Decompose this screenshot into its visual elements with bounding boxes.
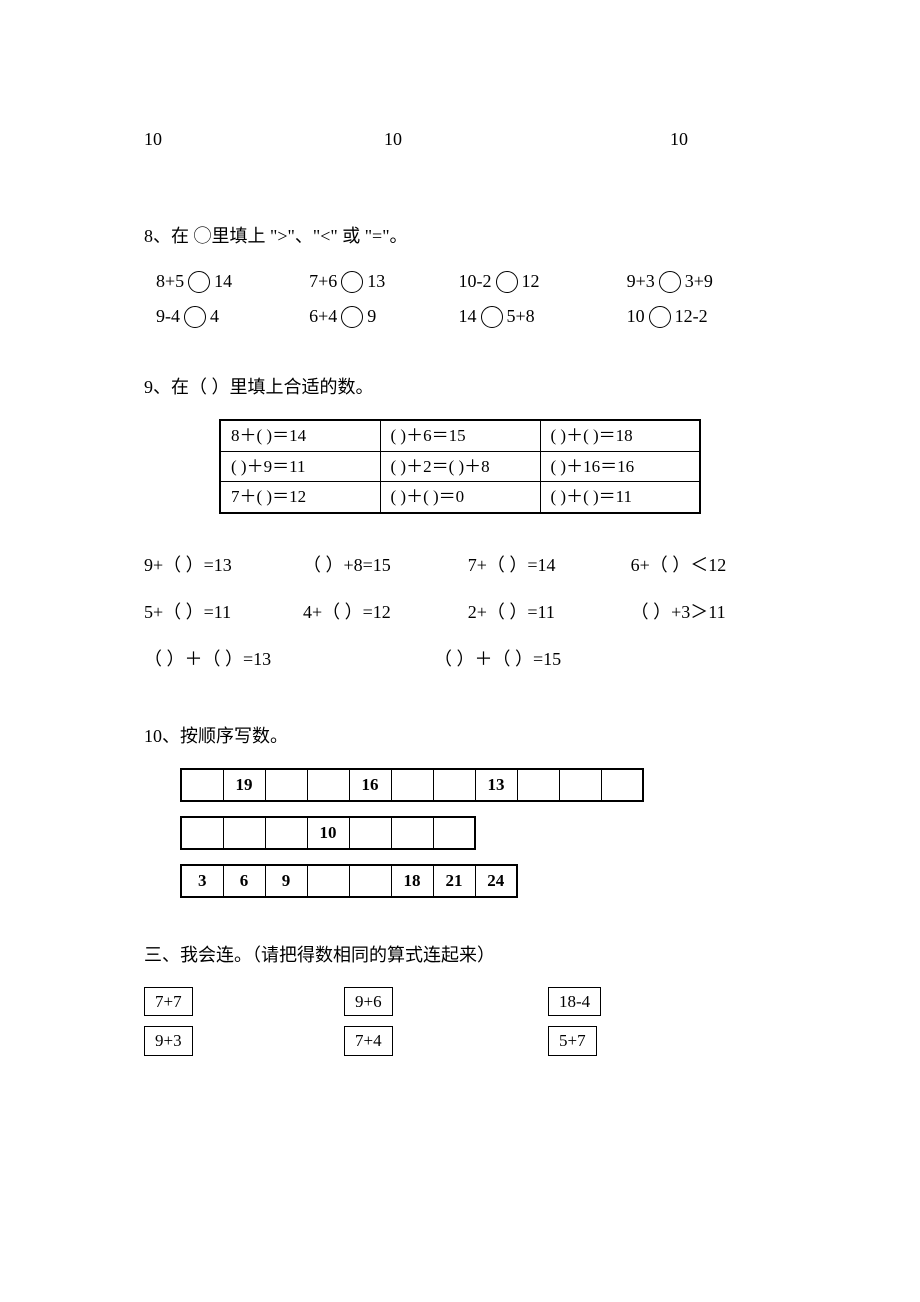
q9-cell[interactable]: ( )＋6＝15 xyxy=(380,420,540,451)
q9-cell[interactable]: 7＋( )＝12 xyxy=(220,482,380,513)
q3-heading: 三、我会连。（请把得数相同的算式连起来） xyxy=(144,942,776,969)
seq-cell[interactable]: 10 xyxy=(307,817,349,849)
table-row: 19 16 13 xyxy=(181,769,643,801)
seq-cell[interactable] xyxy=(391,817,433,849)
q9-eq[interactable]: 4+（ ）=12 xyxy=(303,599,468,626)
seq-cell[interactable] xyxy=(181,769,223,801)
compare-circle[interactable] xyxy=(184,306,206,328)
q8-r2-c1: 9-4 4 xyxy=(156,303,309,330)
q3-row1: 7+7 9+6 18-4 xyxy=(144,987,776,1017)
table-row: 3 6 9 18 21 24 xyxy=(181,865,517,897)
seq-cell[interactable] xyxy=(181,817,223,849)
q9-eq[interactable]: 2+（ ）=11 xyxy=(468,599,631,626)
q9-eq[interactable]: 7+（ ）=14 xyxy=(468,552,631,579)
table-row: 8＋( )＝14 ( )＋6＝15 ( )＋( )＝18 xyxy=(220,420,700,451)
seq-cell[interactable]: 6 xyxy=(223,865,265,897)
seq-cell[interactable] xyxy=(517,769,559,801)
q8-r2-c2: 6+4 9 xyxy=(309,303,458,330)
q10-tables: 19 16 13 10 xyxy=(180,768,776,898)
table-row: 7＋( )＝12 ( )＋( )＝0 ( )＋( )＝11 xyxy=(220,482,700,513)
seq-cell[interactable] xyxy=(223,817,265,849)
seq-cell[interactable] xyxy=(307,865,349,897)
q9-eq-row1: 9+（ ）=13 （ ）+8=15 7+（ ）=14 6+（ ）＜12 xyxy=(144,552,776,579)
q9-eq[interactable]: 5+（ ）=11 xyxy=(144,599,303,626)
connect-box[interactable]: 7+7 xyxy=(144,987,193,1017)
q8-r1-c3: 10-2 12 xyxy=(459,268,627,295)
seq-cell[interactable]: 21 xyxy=(433,865,475,897)
compare-circle[interactable] xyxy=(341,306,363,328)
seq-cell[interactable]: 19 xyxy=(223,769,265,801)
seq-cell[interactable]: 13 xyxy=(475,769,517,801)
compare-circle[interactable] xyxy=(481,306,503,328)
seq-cell[interactable] xyxy=(601,769,643,801)
q9-eq-row3: （ ）＋（ ）=13 （ ）＋（ ）=15 xyxy=(144,646,776,673)
q9-eq[interactable]: 6+（ ）＜12 xyxy=(631,552,776,579)
seq-cell[interactable]: 24 xyxy=(475,865,517,897)
q8-heading: 8、在 ◯里填上 ">"、"<" 或 "="。 xyxy=(144,223,776,250)
q3-connect: 7+7 9+6 18-4 9+3 7+4 5+7 xyxy=(144,987,776,1056)
q9-cell[interactable]: ( )＋( )＝18 xyxy=(540,420,700,451)
table-row: 10 xyxy=(181,817,475,849)
table-row: ( )＋9＝11 ( )＋2＝( )＋8 ( )＋16＝16 xyxy=(220,451,700,482)
q9-cell[interactable]: ( )＋9＝11 xyxy=(220,451,380,482)
compare-circle[interactable] xyxy=(341,271,363,293)
q8-row2: 9-4 4 6+4 9 14 5+8 10 12-2 xyxy=(156,303,776,330)
q8-r1-c4: 9+3 3+9 xyxy=(627,268,776,295)
top-tens-row: 10 10 10 xyxy=(144,126,776,153)
seq-cell[interactable] xyxy=(349,865,391,897)
connect-box[interactable]: 5+7 xyxy=(548,1026,597,1056)
q9-cell[interactable]: 8＋( )＝14 xyxy=(220,420,380,451)
connect-box[interactable]: 9+3 xyxy=(144,1026,193,1056)
compare-circle[interactable] xyxy=(649,306,671,328)
seq-cell[interactable] xyxy=(265,769,307,801)
q3-row2: 9+3 7+4 5+7 xyxy=(144,1026,776,1056)
q9-eq[interactable]: （ ）+3＞11 xyxy=(631,599,776,626)
q8-r1-c1: 8+5 14 xyxy=(156,268,309,295)
q10-seq1: 19 16 13 xyxy=(180,768,644,802)
q9-heading: 9、在（ ）里填上合适的数。 xyxy=(144,374,776,401)
q8-r2-c4: 10 12-2 xyxy=(627,303,776,330)
q8-row1: 8+5 14 7+6 13 10-2 12 9+3 3+9 xyxy=(156,268,776,295)
seq-cell[interactable] xyxy=(349,817,391,849)
q8-r1-c2: 7+6 13 xyxy=(309,268,458,295)
compare-circle[interactable] xyxy=(659,271,681,293)
seq-cell[interactable] xyxy=(307,769,349,801)
compare-circle[interactable] xyxy=(188,271,210,293)
seq-cell[interactable] xyxy=(559,769,601,801)
q9-eq[interactable]: （ ）＋（ ）=13 xyxy=(144,646,434,673)
compare-circle[interactable] xyxy=(496,271,518,293)
q9-cell[interactable]: ( )＋16＝16 xyxy=(540,451,700,482)
ten-a: 10 xyxy=(144,126,184,153)
ten-c: 10 xyxy=(670,126,688,153)
q9-cell[interactable]: ( )＋( )＝0 xyxy=(380,482,540,513)
q8-r2-c3: 14 5+8 xyxy=(459,303,627,330)
q9-eq[interactable]: 9+（ ）=13 xyxy=(144,552,303,579)
connect-box[interactable]: 18-4 xyxy=(548,987,601,1017)
q9-table: 8＋( )＝14 ( )＋6＝15 ( )＋( )＝18 ( )＋9＝11 ( … xyxy=(219,419,701,514)
q9-cell[interactable]: ( )＋( )＝11 xyxy=(540,482,700,513)
seq-cell[interactable]: 3 xyxy=(181,865,223,897)
q9-cell[interactable]: ( )＋2＝( )＋8 xyxy=(380,451,540,482)
q10-seq3: 3 6 9 18 21 24 xyxy=(180,864,518,898)
seq-cell[interactable]: 16 xyxy=(349,769,391,801)
seq-cell[interactable] xyxy=(265,817,307,849)
q9-eq[interactable]: （ ）+8=15 xyxy=(303,552,468,579)
connect-box[interactable]: 9+6 xyxy=(344,987,393,1017)
seq-cell[interactable]: 18 xyxy=(391,865,433,897)
connect-box[interactable]: 7+4 xyxy=(344,1026,393,1056)
seq-cell[interactable] xyxy=(391,769,433,801)
q10-heading: 10、按顺序写数。 xyxy=(144,723,776,750)
ten-b: 10 xyxy=(384,126,402,153)
q10-seq2: 10 xyxy=(180,816,476,850)
seq-cell[interactable] xyxy=(433,769,475,801)
seq-cell[interactable]: 9 xyxy=(265,865,307,897)
seq-cell[interactable] xyxy=(433,817,475,849)
q9-eq-row2: 5+（ ）=11 4+（ ）=12 2+（ ）=11 （ ）+3＞11 xyxy=(144,599,776,626)
q9-eq[interactable]: （ ）＋（ ）=15 xyxy=(434,646,724,673)
